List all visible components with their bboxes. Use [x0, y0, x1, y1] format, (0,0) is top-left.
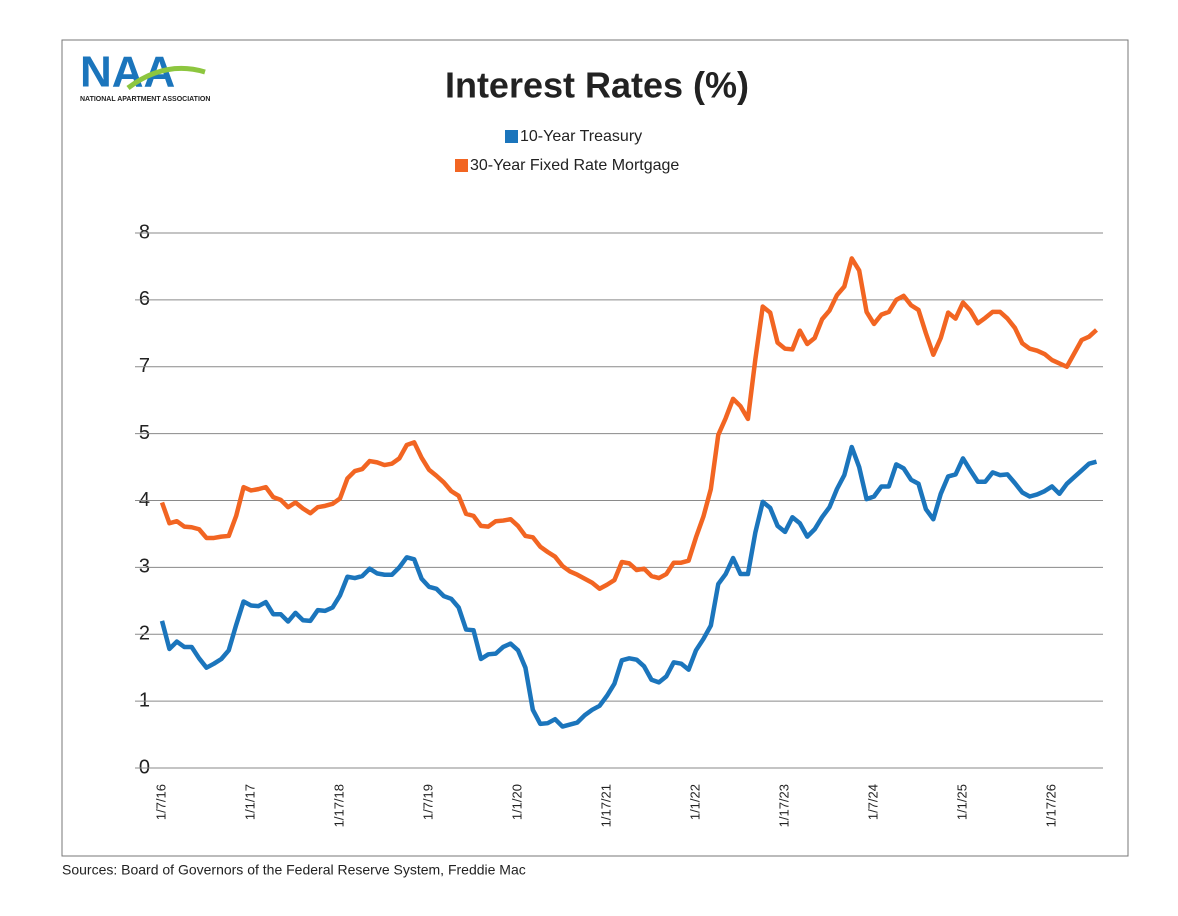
x-tick-label: 1/17/23 [776, 784, 791, 827]
x-tick-label: 1/1/22 [687, 784, 702, 820]
x-tick-label: 1/17/21 [598, 784, 613, 827]
x-tick-label: 1/1/17 [242, 784, 257, 820]
x-tick-label: 1/17/18 [331, 784, 346, 827]
y-tick-label: 7 [139, 355, 150, 377]
chart-title: Interest Rates (%) [445, 65, 749, 106]
legend-swatch [455, 159, 468, 172]
logo-subtext: NATIONAL APARTMENT ASSOCIATION [80, 96, 210, 103]
x-tick-label: 1/17/26 [1043, 784, 1058, 827]
legend-swatch [505, 130, 518, 143]
x-tick-label: 1/7/24 [865, 784, 880, 820]
x-tick-label: 1/7/16 [153, 784, 168, 820]
y-tick-label: 6 [139, 288, 150, 310]
series-line [159, 444, 1098, 729]
logo-swoosh [126, 65, 206, 90]
y-tick-label: 1 [139, 689, 150, 711]
chart-frame [61, 39, 1129, 857]
y-tick-label: 3 [139, 556, 150, 578]
y-tick-label: 2 [139, 623, 150, 645]
y-tick-label: 4 [139, 489, 150, 511]
x-tick-label: 1/1/20 [509, 784, 524, 820]
y-tick-label: 8 [139, 221, 150, 243]
x-tick-label: 1/1/25 [954, 784, 969, 820]
series-line [159, 256, 1099, 592]
x-tick-label: 1/7/19 [420, 784, 435, 820]
source-note: Sources: Board of Governors of the Feder… [62, 862, 526, 878]
y-tick-label: 0 [139, 756, 150, 778]
y-tick-label: 5 [139, 422, 150, 444]
legend-label: 30-Year Fixed Rate Mortgage [470, 157, 679, 174]
legend-label: 10-Year Treasury [520, 128, 642, 145]
